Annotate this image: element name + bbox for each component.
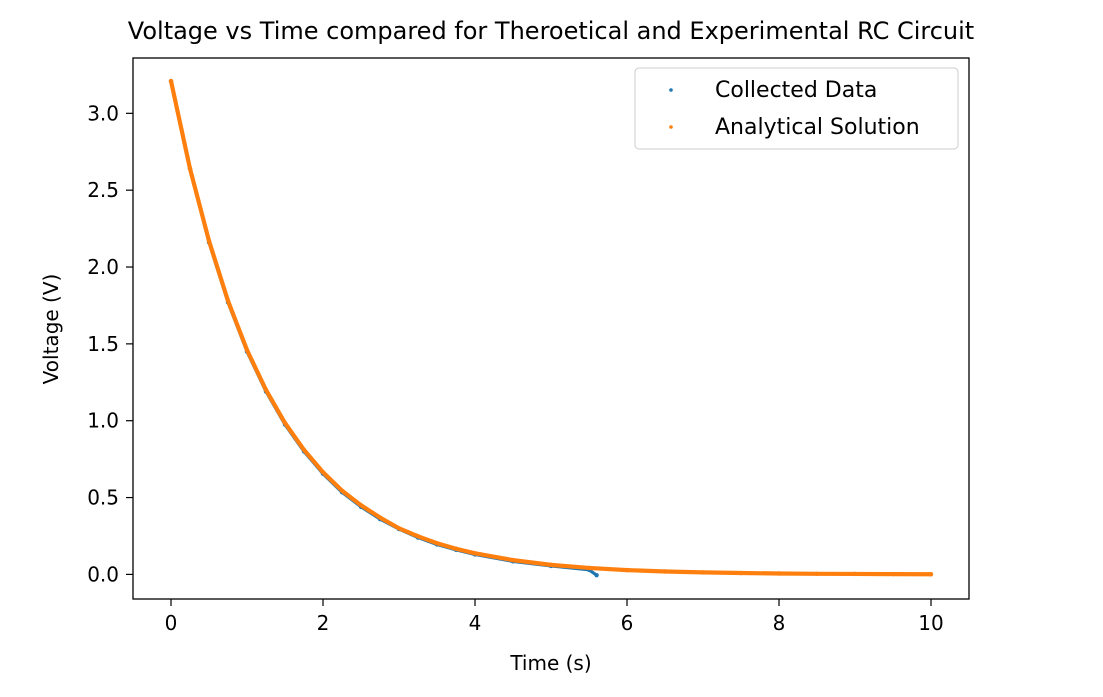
data-point-analytical-solution — [776, 571, 782, 576]
data-point-analytical-solution — [548, 562, 554, 568]
data-point-analytical-solution — [928, 572, 934, 577]
legend-box — [634, 67, 959, 150]
x-tick-label: 4 — [469, 611, 482, 635]
data-point-analytical-solution — [662, 569, 668, 574]
legend-label-analytical-solution: Analytical Solution — [715, 115, 920, 140]
data-point-analytical-solution — [700, 570, 706, 575]
y-tick-label: 1.5 — [87, 332, 119, 356]
x-axis-ticks: 0 2 4 6 8 10 — [165, 599, 944, 635]
data-point-analytical-solution — [510, 557, 516, 563]
data-point-analytical-solution — [434, 541, 440, 546]
data-point-analytical-solution — [396, 526, 402, 531]
data-point-analytical-solution — [890, 571, 896, 577]
y-tick-label: 2.0 — [87, 255, 119, 279]
y-axis-ticks: 0.0 0.5 1.0 1.5 2.0 2.5 3.0 — [87, 101, 133, 586]
data-point-analytical-solution — [415, 534, 421, 539]
legend-marker-analytical-solution — [669, 125, 673, 129]
data-point-analytical-solution — [225, 298, 231, 304]
data-point-analytical-solution — [282, 420, 288, 426]
data-point-analytical-solution — [377, 515, 383, 520]
data-point-analytical-solution — [339, 488, 345, 493]
y-tick-label: 2.5 — [87, 178, 119, 202]
data-point-analytical-solution — [814, 571, 820, 576]
y-axis-label: Voltage (V) — [39, 274, 63, 385]
x-axis-label: Time (s) — [509, 651, 591, 675]
legend: Collected Data Analytical Solution — [634, 67, 959, 150]
x-tick-label: 8 — [773, 611, 786, 635]
data-point-analytical-solution — [624, 567, 630, 573]
legend-label-collected-data: Collected Data — [715, 78, 877, 103]
data-point-analytical-solution — [453, 546, 459, 551]
data-point-analytical-solution — [168, 78, 174, 84]
x-tick-label: 6 — [621, 611, 634, 635]
x-tick-label: 10 — [918, 611, 943, 635]
data-point-analytical-solution — [472, 551, 478, 556]
y-tick-label: 0.5 — [87, 486, 119, 510]
data-point-analytical-solution — [244, 347, 250, 353]
data-point-collected-data — [594, 572, 599, 578]
y-tick-label: 1.0 — [87, 409, 119, 433]
data-point-analytical-solution — [187, 166, 193, 171]
x-tick-label: 2 — [317, 611, 330, 635]
y-tick-label: 3.0 — [87, 101, 119, 125]
x-tick-label: 0 — [165, 611, 178, 635]
data-point-analytical-solution — [852, 571, 858, 577]
plot-area-frame — [132, 57, 970, 600]
data-point-analytical-solution — [586, 565, 592, 571]
y-tick-label: 0.0 — [87, 562, 119, 586]
data-point-analytical-solution — [263, 387, 269, 393]
data-point-analytical-solution — [358, 503, 364, 508]
data-point-analytical-solution — [320, 470, 326, 475]
series-layer — [168, 78, 934, 578]
data-point-analytical-solution — [301, 447, 307, 453]
data-point-analytical-solution — [206, 238, 212, 244]
data-point-analytical-solution — [738, 570, 744, 576]
legend-marker-collected-data — [669, 88, 673, 92]
chart-title: Voltage vs Time compared for Theroetical… — [128, 17, 974, 45]
